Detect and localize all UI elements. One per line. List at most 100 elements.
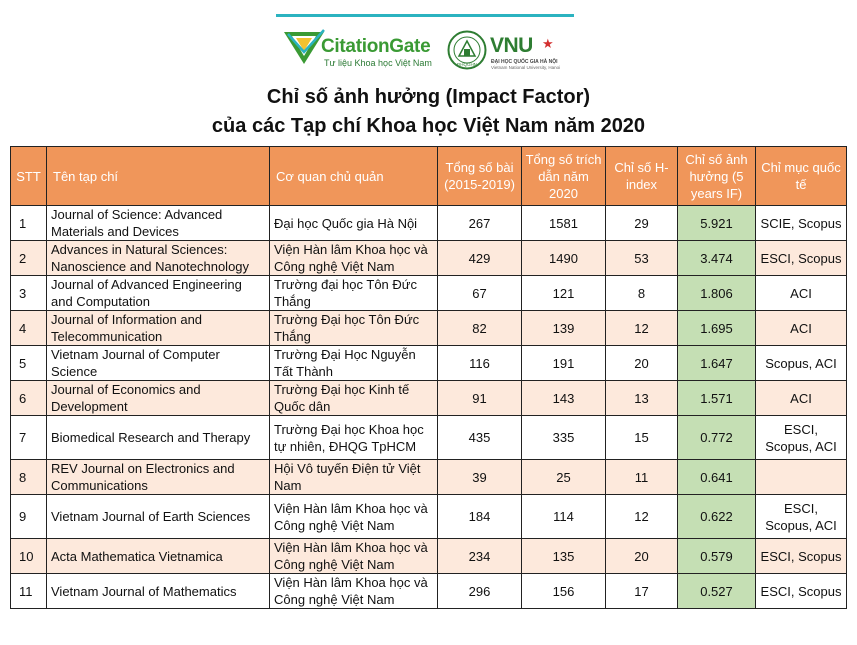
cell-hindex: 15 xyxy=(605,415,678,460)
cell-journal: Vietnam Journal of Computer Science xyxy=(46,345,270,381)
cell-stt: 5 xyxy=(10,345,47,381)
cell-impact-factor: 5.921 xyxy=(677,205,756,241)
page-title-line-1: Chỉ số ảnh hưởng (Impact Factor) xyxy=(266,86,591,108)
cell-articles: 429 xyxy=(437,240,522,276)
cell-agency: Trường đại học Tôn Đức Thắng xyxy=(269,275,438,311)
cell-agency: Đại học Quốc gia Hà Nội xyxy=(269,205,438,241)
cell-journal: Vietnam Journal of Mathematics xyxy=(46,573,270,609)
cell-indexing: ACI xyxy=(755,380,847,416)
cell-citations: 139 xyxy=(521,310,606,346)
cell-indexing: ESCI, Scopus xyxy=(755,538,847,574)
page-title-line-2: của các Tạp chí Khoa học Việt Nam năm 20… xyxy=(211,115,646,137)
header-if5: Chỉ số ảnh hưởng (5 years IF) xyxy=(677,146,756,206)
cell-agency: Trường Đại Học Nguyễn Tất Thành xyxy=(269,345,438,381)
citationgate-tagline: Tư liệu Khoa học Việt Nam xyxy=(324,58,432,68)
cell-articles: 267 xyxy=(437,205,522,241)
header-stt: STT xyxy=(10,146,47,206)
header-citations: Tổng số trích dẫn năm 2020 xyxy=(521,146,606,206)
cell-hindex: 12 xyxy=(605,310,678,346)
table-row: 7 Biomedical Research and Therapy Trường Đ… xyxy=(10,415,847,460)
cell-stt: 7 xyxy=(10,415,47,460)
cell-agency: Viện Hàn lâm Khoa học và Công nghệ Việt … xyxy=(269,573,438,609)
cell-indexing: Scopus, ACI xyxy=(755,345,847,381)
cell-stt: 6 xyxy=(10,380,47,416)
cell-stt: 2 xyxy=(10,240,47,276)
cell-hindex: 29 xyxy=(605,205,678,241)
header-hindex: Chỉ số H-index xyxy=(605,146,678,206)
header-agency: Cơ quan chủ quản xyxy=(269,146,438,206)
table-header-row: STT Tên tạp chí Cơ quan chủ quản Tổng số… xyxy=(10,146,847,206)
cell-indexing: SCIE, Scopus xyxy=(755,205,847,241)
cell-agency: Trường Đại học Kinh tế Quốc dân xyxy=(269,380,438,416)
table-row: 2 Advances in Natural Sciences: Nanoscien… xyxy=(10,240,847,276)
cell-hindex: 12 xyxy=(605,494,678,539)
cell-indexing xyxy=(755,459,847,495)
cell-impact-factor: 1.571 xyxy=(677,380,756,416)
cell-articles: 39 xyxy=(437,459,522,495)
logo-band: CitationGate Tư liệu Khoa học Việt Nam Đ… xyxy=(276,14,574,74)
cell-impact-factor: 1.695 xyxy=(677,310,756,346)
table-row: 5 Vietnam Journal of Computer Science Trườ… xyxy=(10,345,847,381)
cell-journal: Journal of Science: Advanced Materials a… xyxy=(46,205,270,241)
cell-articles: 296 xyxy=(437,573,522,609)
cell-impact-factor: 0.641 xyxy=(677,459,756,495)
cell-articles: 91 xyxy=(437,380,522,416)
cell-hindex: 20 xyxy=(605,345,678,381)
cell-agency: Trường Đại học Khoa học tự nhiên, ĐHQG T… xyxy=(269,415,438,460)
cell-journal: Journal of Advanced Engineering and Comp… xyxy=(46,275,270,311)
cell-indexing: ESCI, Scopus, ACI xyxy=(755,494,847,539)
cell-hindex: 8 xyxy=(605,275,678,311)
cell-journal: Vietnam Journal of Earth Sciences xyxy=(46,494,270,539)
header-articles: Tổng số bài (2015-2019) xyxy=(437,146,522,206)
table-body: 1 Journal of Science: Advanced Materials … xyxy=(10,205,847,609)
citationgate-logo-icon xyxy=(284,29,325,64)
cell-indexing: ACI xyxy=(755,310,847,346)
cell-citations: 191 xyxy=(521,345,606,381)
vnu-name: VNU xyxy=(490,34,533,57)
impact-factor-table: STT Tên tạp chí Cơ quan chủ quản Tổng số… xyxy=(10,146,847,609)
cell-citations: 1490 xyxy=(521,240,606,276)
table-row: 10 Acta Mathematica Vietnamica Viện Hàn lâ… xyxy=(10,538,847,574)
table-row: 3 Journal of Advanced Engineering and Com… xyxy=(10,275,847,311)
cell-citations: 1581 xyxy=(521,205,606,241)
cell-indexing: ESCI, Scopus xyxy=(755,573,847,609)
cell-articles: 67 xyxy=(437,275,522,311)
cell-articles: 234 xyxy=(437,538,522,574)
cell-agency: Viện Hàn lâm Khoa học và Công nghệ Việt … xyxy=(269,240,438,276)
cell-indexing: ESCI, Scopus, ACI xyxy=(755,415,847,460)
cell-impact-factor: 0.622 xyxy=(677,494,756,539)
cell-stt: 10 xyxy=(10,538,47,574)
cell-articles: 184 xyxy=(437,494,522,539)
vnu-subtitle-vi: ĐẠI HỌC QUỐC GIA HÀ NỘI xyxy=(491,59,558,65)
cell-citations: 335 xyxy=(521,415,606,460)
table-row: 4 Journal of Information and Telecommunic… xyxy=(10,310,847,346)
header-indexing: Chỉ mục quốc tế xyxy=(755,146,847,206)
table-row: 9 Vietnam Journal of Earth Sciences Viện H… xyxy=(10,494,847,539)
cell-stt: 4 xyxy=(10,310,47,346)
table-row: 8 REV Journal on Electronics and Communic… xyxy=(10,459,847,495)
cell-articles: 435 xyxy=(437,415,522,460)
cell-stt: 1 xyxy=(10,205,47,241)
cell-journal: Advances in Natural Sciences: Nanoscienc… xyxy=(46,240,270,276)
cell-citations: 156 xyxy=(521,573,606,609)
cell-agency: Hội Vô tuyến Điện tử Việt Nam xyxy=(269,459,438,495)
cell-journal: Journal of Information and Telecommunica… xyxy=(46,310,270,346)
cell-impact-factor: 3.474 xyxy=(677,240,756,276)
vnu-subtitle-en: Vietnam National University, Hanoi xyxy=(491,65,561,70)
cell-indexing: ESCI, Scopus xyxy=(755,240,847,276)
cell-articles: 116 xyxy=(437,345,522,381)
cell-stt: 8 xyxy=(10,459,47,495)
cell-articles: 82 xyxy=(437,310,522,346)
cell-journal: Acta Mathematica Vietnamica xyxy=(46,538,270,574)
cell-impact-factor: 0.772 xyxy=(677,415,756,460)
cell-hindex: 13 xyxy=(605,380,678,416)
cell-agency: Viện Hàn lâm Khoa học và Công nghệ Việt … xyxy=(269,494,438,539)
cell-stt: 3 xyxy=(10,275,47,311)
cell-journal: Biomedical Research and Therapy xyxy=(46,415,270,460)
cell-journal: Journal of Economics and Development xyxy=(46,380,270,416)
cell-citations: 25 xyxy=(521,459,606,495)
cell-citations: 114 xyxy=(521,494,606,539)
table-row: 6 Journal of Economics and Development Trư… xyxy=(10,380,847,416)
cell-hindex: 20 xyxy=(605,538,678,574)
citationgate-name: CitationGate xyxy=(321,36,431,57)
